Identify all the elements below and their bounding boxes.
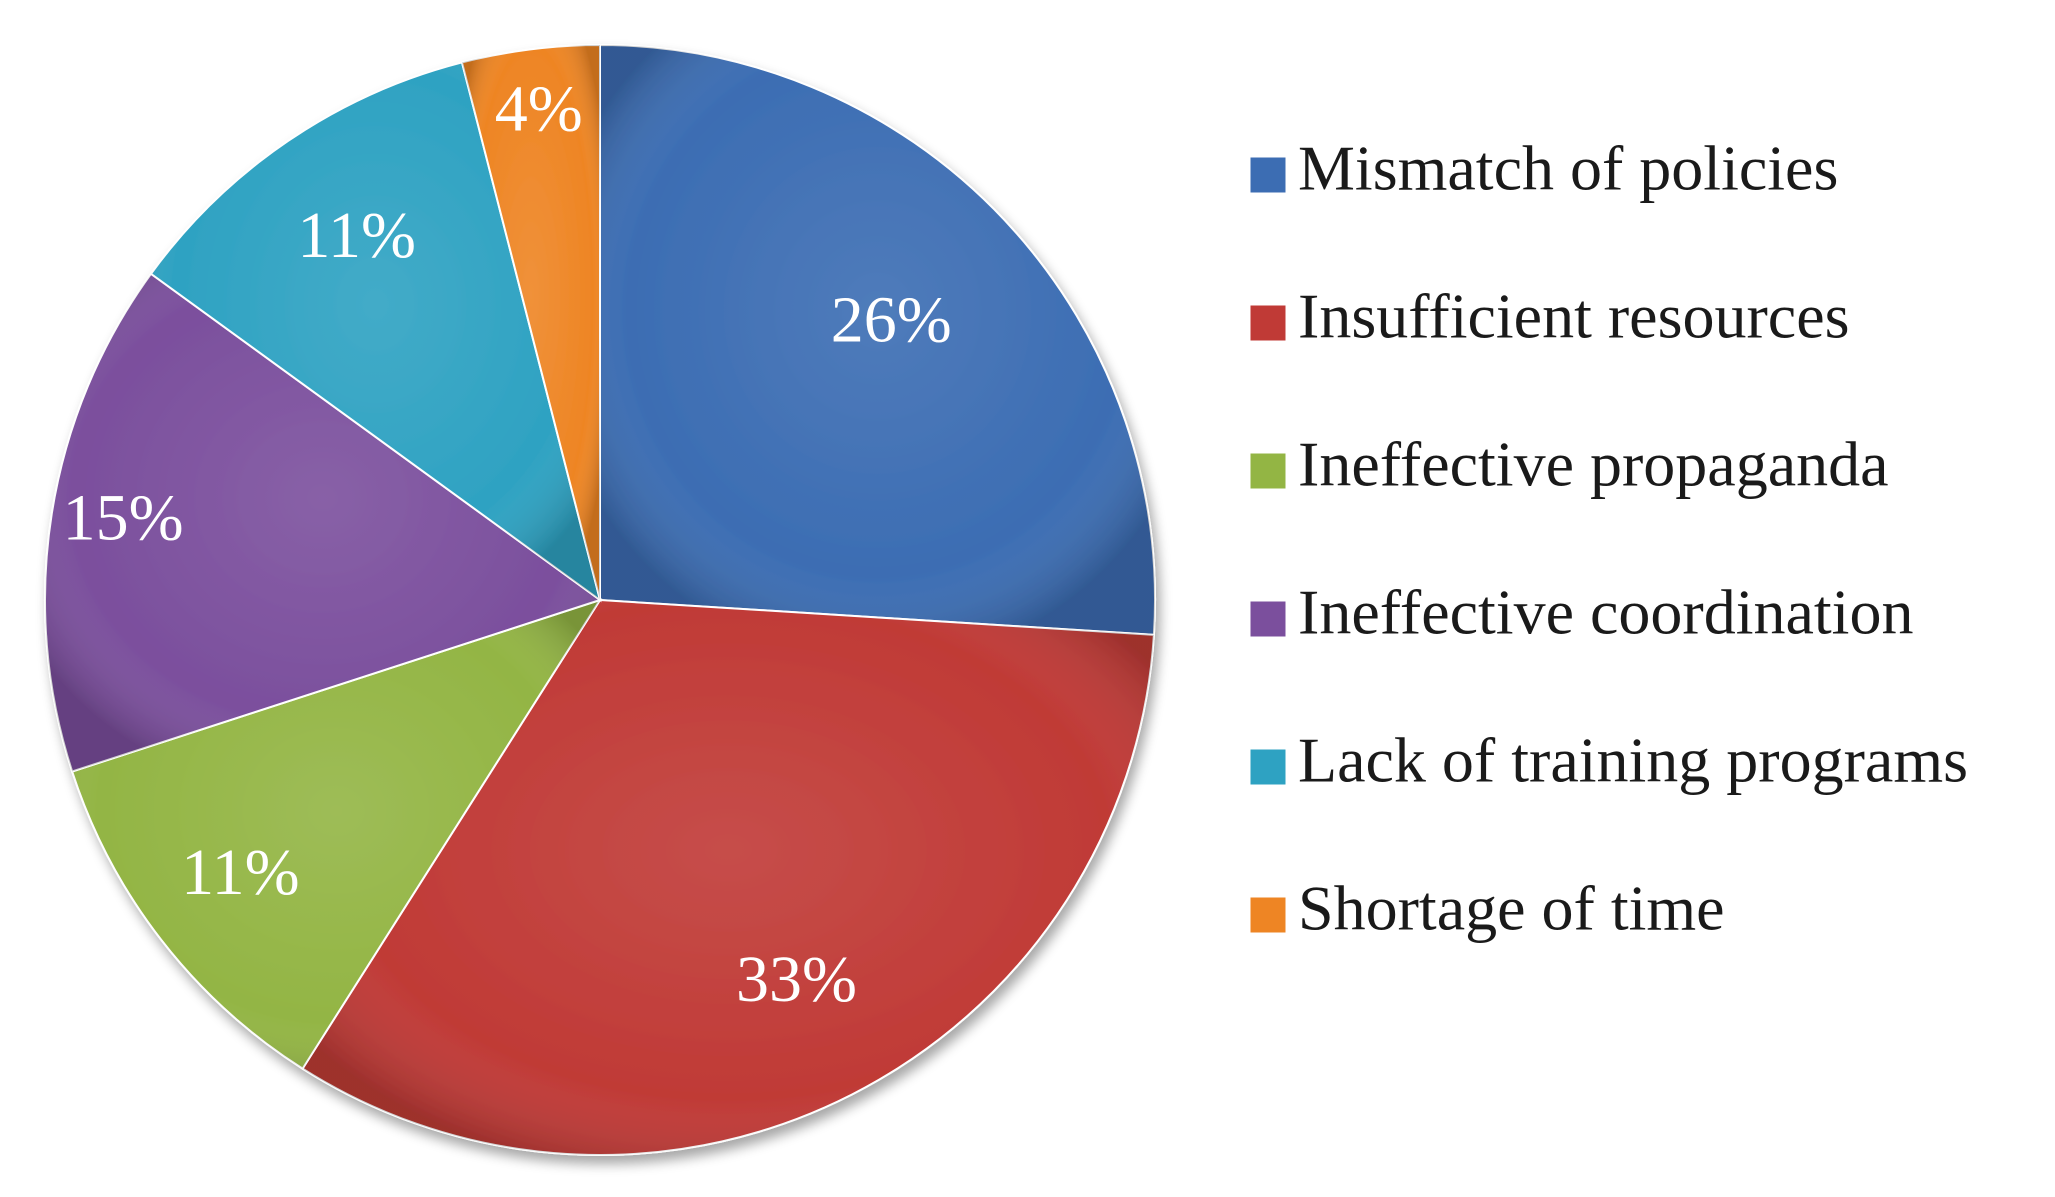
- legend-swatch-mismatch-of-policies: [1249, 156, 1287, 194]
- pie-slice-shading: [461, 45, 600, 600]
- legend-swatch-lack-of-training-programs: [1249, 748, 1287, 786]
- pie-slices: [44, 43, 1156, 1156]
- legend-swatch-ineffective-coordination: [1249, 600, 1287, 638]
- slice-value-label-mismatch-of-policies: 26%: [831, 284, 952, 357]
- legend-label-ineffective-propaganda: Ineffective propaganda: [1298, 429, 1889, 500]
- slice-value-label-insufficient-resources: 33%: [736, 943, 857, 1016]
- legend-swatch-ineffective-propaganda: [1249, 452, 1287, 490]
- legend-swatch-shortage-of-time: [1249, 896, 1287, 934]
- pie-slice-labels: 26% 33% 11% 15% 11% 4%: [63, 73, 952, 1016]
- pie-slice-shading: [150, 62, 600, 601]
- pie-slice-shading: [302, 600, 1154, 1156]
- legend-label-lack-of-training-programs: Lack of training programs: [1298, 725, 1968, 796]
- pie-slice-shading: [45, 273, 601, 772]
- slice-value-label-ineffective-coordination: 15%: [63, 482, 184, 555]
- legend-swatch-insufficient-resources: [1249, 304, 1287, 342]
- pie-slice-shading: [72, 600, 600, 1069]
- pie-slice-shading: [600, 45, 1155, 635]
- legend-label-ineffective-coordination: Ineffective coordination: [1298, 577, 1913, 648]
- legend-label-mismatch-of-policies: Mismatch of policies: [1298, 133, 1838, 204]
- slice-value-label-ineffective-propaganda: 11%: [181, 836, 300, 909]
- legend-label-shortage-of-time: Shortage of time: [1298, 873, 1725, 944]
- slice-value-label-lack-of-training-programs: 11%: [297, 199, 416, 272]
- legend: Mismatch of policies Insufficient resourc…: [1249, 133, 1968, 944]
- legend-label-insufficient-resources: Insufficient resources: [1298, 281, 1850, 352]
- slice-value-label-shortage-of-time: 4%: [495, 73, 583, 146]
